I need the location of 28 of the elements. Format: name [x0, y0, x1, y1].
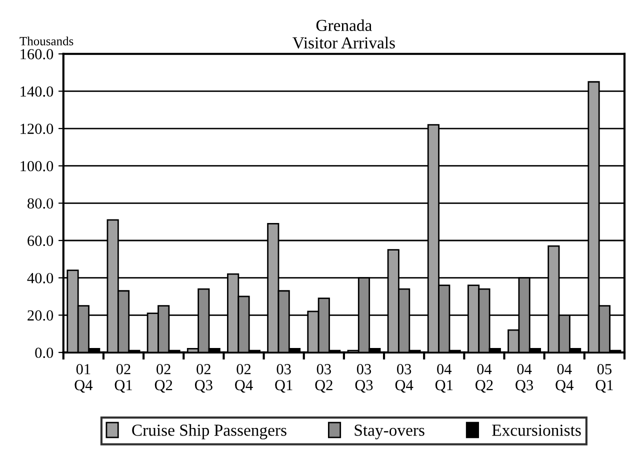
x-tick-label: 05 Q1 — [596, 364, 613, 393]
x-tick-label: 01 Q4 — [74, 364, 93, 393]
legend-label: Excursionists — [492, 424, 581, 436]
legend-label: Stay-overs — [354, 424, 424, 440]
x-tick-label: 03 Q3 — [355, 364, 373, 393]
y-tick-label: 100.0 — [20, 160, 54, 172]
x-tick-label: 02 Q1 — [114, 364, 132, 393]
x-tick-label: 03 Q2 — [315, 364, 332, 393]
x-tick-label: 02 Q2 — [154, 364, 172, 393]
x-tick-label: 03 Q1 — [275, 364, 292, 393]
y-tick-label: 120.0 — [20, 124, 54, 134]
x-tick-label: 04 Q2 — [476, 364, 493, 393]
y-tick-label: 80.0 — [28, 198, 54, 209]
x-tick-label: 02 Q4 — [235, 364, 253, 393]
legend-label: Cruise Ship Passengers — [132, 424, 286, 440]
x-tick-label: 04 Q4 — [556, 364, 574, 393]
y-tick-label: 160.0 — [20, 49, 54, 60]
chart-title: Grenada Visitor Arrivals — [292, 19, 395, 49]
y-tick-label: 40.0 — [27, 272, 54, 284]
y-tick-label: 0.0 — [35, 348, 54, 358]
y-axis-title: Thousands — [20, 36, 74, 46]
x-tick-label: 04 Q1 — [435, 364, 453, 393]
x-tick-label: 03 Q4 — [395, 364, 414, 393]
y-tick-label: 20.0 — [28, 310, 54, 321]
x-tick-label: 04 Q3 — [516, 364, 534, 393]
x-tick-label: 02 Q3 — [194, 364, 212, 393]
y-tick-label: 140.0 — [20, 86, 54, 97]
y-tick-label: 60.0 — [28, 236, 54, 246]
